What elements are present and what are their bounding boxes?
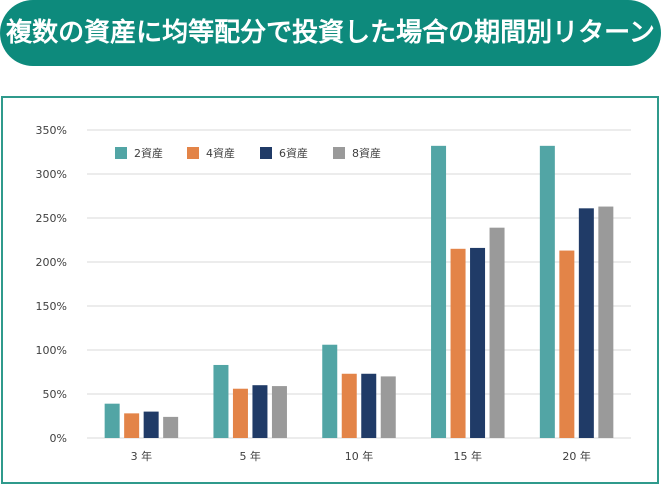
bar-4 xyxy=(380,376,396,438)
bar-2 xyxy=(232,388,248,438)
legend-label: 4資産 xyxy=(206,147,235,160)
legend-swatch xyxy=(260,147,272,159)
x-tick-label: 3 年 xyxy=(131,449,153,463)
y-tick-label: 300% xyxy=(36,168,67,181)
page-title: 複数の資産に均等配分で投資した場合の期間別リターン xyxy=(6,18,655,48)
y-tick-label: 200% xyxy=(36,256,67,269)
y-tick-label: 100% xyxy=(36,344,67,357)
legend-label: 2資産 xyxy=(134,147,163,160)
legend-label: 6資産 xyxy=(279,147,308,160)
bar-chart: 0% 50% 100% 150% 200% 250% 300% 350% 3 年 5 年 10 年 1… xyxy=(36,124,631,463)
bar-4 xyxy=(489,227,505,438)
bar-3 xyxy=(470,247,486,438)
bar-4 xyxy=(163,416,179,438)
x-tick-label: 20 年 xyxy=(562,449,591,463)
x-tick-label: 10 年 xyxy=(345,449,374,463)
bar-2 xyxy=(341,373,357,438)
y-tick-label: 50% xyxy=(43,388,67,401)
bar-1 xyxy=(213,364,229,438)
bar-3 xyxy=(252,385,268,438)
x-tick-label: 5 年 xyxy=(239,449,261,463)
bar-2 xyxy=(124,413,140,438)
y-tick-label: 150% xyxy=(36,300,67,313)
bar-3 xyxy=(578,208,594,438)
legend-label: 8資産 xyxy=(352,147,381,160)
y-tick-label: 0% xyxy=(50,432,67,445)
bar-1 xyxy=(322,344,338,438)
bar-3 xyxy=(143,411,159,438)
bar-3 xyxy=(361,373,377,438)
legend-swatch xyxy=(115,147,127,159)
title-banner: 複数の資産に均等配分で投資した場合の期間別リターン xyxy=(0,0,661,66)
bar-4 xyxy=(271,386,287,438)
bar-1 xyxy=(539,145,555,438)
bar-1 xyxy=(431,145,447,438)
x-tick-label: 15 年 xyxy=(454,449,483,463)
legend-swatch xyxy=(333,147,345,159)
legend-swatch xyxy=(187,147,199,159)
bar-4 xyxy=(598,206,614,438)
bar-2 xyxy=(450,248,466,438)
y-tick-label: 350% xyxy=(36,124,67,137)
y-tick-label: 250% xyxy=(36,212,67,225)
bar-1 xyxy=(104,403,120,438)
bar-2 xyxy=(559,250,575,438)
chart-frame: 0% 50% 100% 150% 200% 250% 300% 350% 3 年 5 年 10 年 1… xyxy=(1,96,659,484)
